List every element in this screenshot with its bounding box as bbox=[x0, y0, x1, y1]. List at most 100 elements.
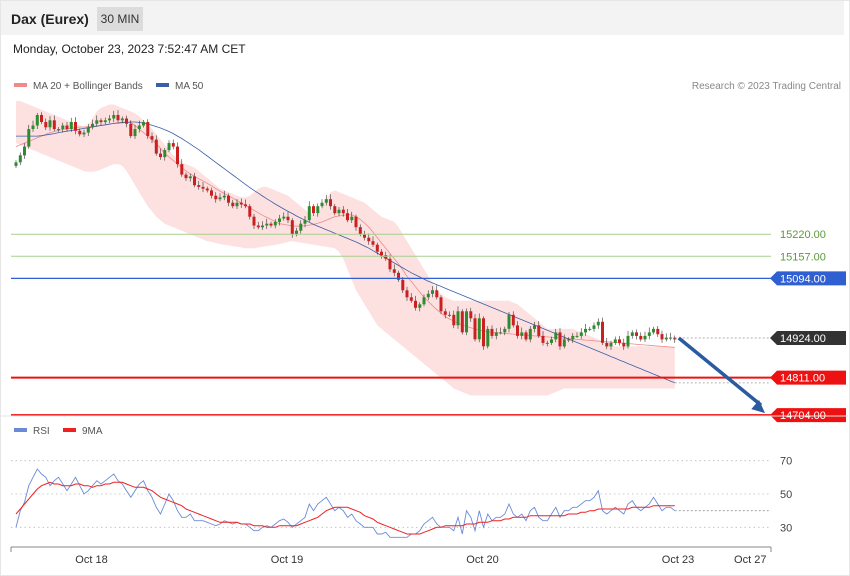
forecast-arrow-head bbox=[751, 400, 765, 414]
candle-body bbox=[137, 125, 141, 129]
rsi-line bbox=[15, 468, 676, 538]
candle-body bbox=[562, 339, 566, 347]
rsi-ma-line bbox=[15, 481, 675, 535]
pivot-label: 15094.00 bbox=[780, 273, 826, 285]
candle-body bbox=[613, 339, 617, 343]
candle-body bbox=[303, 220, 307, 224]
candle-body bbox=[435, 290, 439, 298]
credit: Research © 2023 Trading Central bbox=[691, 81, 841, 92]
candle-body bbox=[299, 223, 303, 231]
candle-body bbox=[103, 120, 107, 123]
candle-body bbox=[520, 332, 524, 336]
candle-body bbox=[278, 218, 281, 222]
candle-body bbox=[592, 325, 596, 329]
candle-body bbox=[652, 328, 655, 333]
candle-body bbox=[108, 118, 111, 121]
candle-body bbox=[35, 115, 39, 126]
candle-body bbox=[218, 197, 222, 200]
candle-body bbox=[154, 139, 158, 154]
candle-body bbox=[197, 185, 201, 187]
candle-body bbox=[558, 332, 562, 347]
candle-body bbox=[443, 311, 447, 315]
legend-rsi-ma: 9MA bbox=[63, 426, 103, 437]
candle-body bbox=[180, 164, 184, 175]
candle-body bbox=[82, 132, 86, 135]
candle-body bbox=[507, 314, 511, 329]
candle-body bbox=[626, 335, 630, 347]
candle-body bbox=[380, 251, 383, 256]
candle-body bbox=[601, 321, 604, 343]
candle-body bbox=[320, 202, 324, 207]
candle-body bbox=[337, 209, 341, 214]
candle-body bbox=[74, 122, 77, 131]
candle-body bbox=[460, 311, 464, 333]
candle-body bbox=[465, 311, 468, 333]
candle-body bbox=[125, 118, 128, 124]
candle-body bbox=[550, 339, 553, 343]
candle-body bbox=[609, 342, 613, 347]
candle-body bbox=[533, 325, 536, 329]
candle-body bbox=[214, 195, 218, 200]
candle-body bbox=[388, 258, 392, 270]
rsi-ma-swatch bbox=[63, 428, 76, 433]
candle-body bbox=[414, 300, 417, 308]
support-label: 14811.00 bbox=[780, 373, 825, 385]
candle-body bbox=[647, 332, 651, 336]
candle-body bbox=[579, 332, 583, 336]
candle-body bbox=[456, 311, 460, 326]
candle-body bbox=[511, 314, 515, 326]
candles bbox=[14, 110, 677, 350]
candle-body bbox=[346, 213, 349, 221]
timeframe-button[interactable]: 30 MIN bbox=[97, 7, 143, 31]
candle-body bbox=[52, 120, 56, 130]
candle-body bbox=[163, 150, 167, 158]
x-tick-label: Oct 23 bbox=[662, 554, 694, 566]
candle-body bbox=[31, 125, 35, 129]
candle-body bbox=[333, 206, 337, 214]
candle-body bbox=[397, 272, 400, 280]
candle-body bbox=[494, 332, 498, 336]
candle-body bbox=[426, 293, 430, 298]
ma50-swatch bbox=[156, 83, 169, 88]
x-tick-label: Oct 20 bbox=[466, 554, 498, 566]
candle-body bbox=[120, 118, 124, 121]
candle-body bbox=[18, 155, 22, 163]
rsi-tick-label: 30 bbox=[780, 522, 792, 534]
candle-body bbox=[129, 123, 133, 137]
candle-body bbox=[227, 195, 230, 203]
candle-body bbox=[265, 223, 269, 226]
candle-body bbox=[605, 342, 609, 347]
rsi-tick-label: 70 bbox=[780, 456, 792, 468]
legend-ma50-label: MA 50 bbox=[175, 81, 204, 92]
candle-body bbox=[486, 328, 490, 347]
timestamp: Monday, October 23, 2023 7:52:47 AM CET bbox=[13, 42, 246, 56]
legend-rsi-ma-label: 9MA bbox=[82, 426, 103, 437]
x-tick-label: Oct 19 bbox=[271, 554, 303, 566]
candle-body bbox=[244, 204, 247, 207]
candle-body bbox=[40, 115, 43, 122]
candle-body bbox=[448, 314, 451, 316]
legend-ma50: MA 50 bbox=[156, 81, 203, 92]
candle-body bbox=[316, 206, 320, 214]
candle-body bbox=[401, 279, 405, 291]
candle-body bbox=[116, 115, 120, 121]
legend-ma20-label: MA 20 + Bollinger Bands bbox=[33, 81, 143, 92]
candle-body bbox=[324, 199, 328, 203]
last-price-tag bbox=[770, 330, 846, 345]
candle-body bbox=[273, 221, 277, 226]
ma20-swatch bbox=[14, 83, 27, 88]
candle-body bbox=[545, 342, 549, 344]
candle-body bbox=[69, 122, 73, 129]
chart-header: Dax (Eurex) 30 MIN bbox=[1, 1, 844, 35]
candle-body bbox=[341, 209, 345, 214]
candle-body bbox=[146, 122, 150, 136]
candle-body bbox=[371, 241, 375, 245]
candle-body bbox=[452, 314, 456, 326]
candle-body bbox=[312, 206, 315, 214]
candle-body bbox=[503, 328, 507, 333]
candle-body bbox=[256, 225, 260, 228]
candle-body bbox=[142, 122, 145, 126]
rsi-swatch bbox=[14, 428, 27, 433]
candle-body bbox=[477, 318, 481, 340]
